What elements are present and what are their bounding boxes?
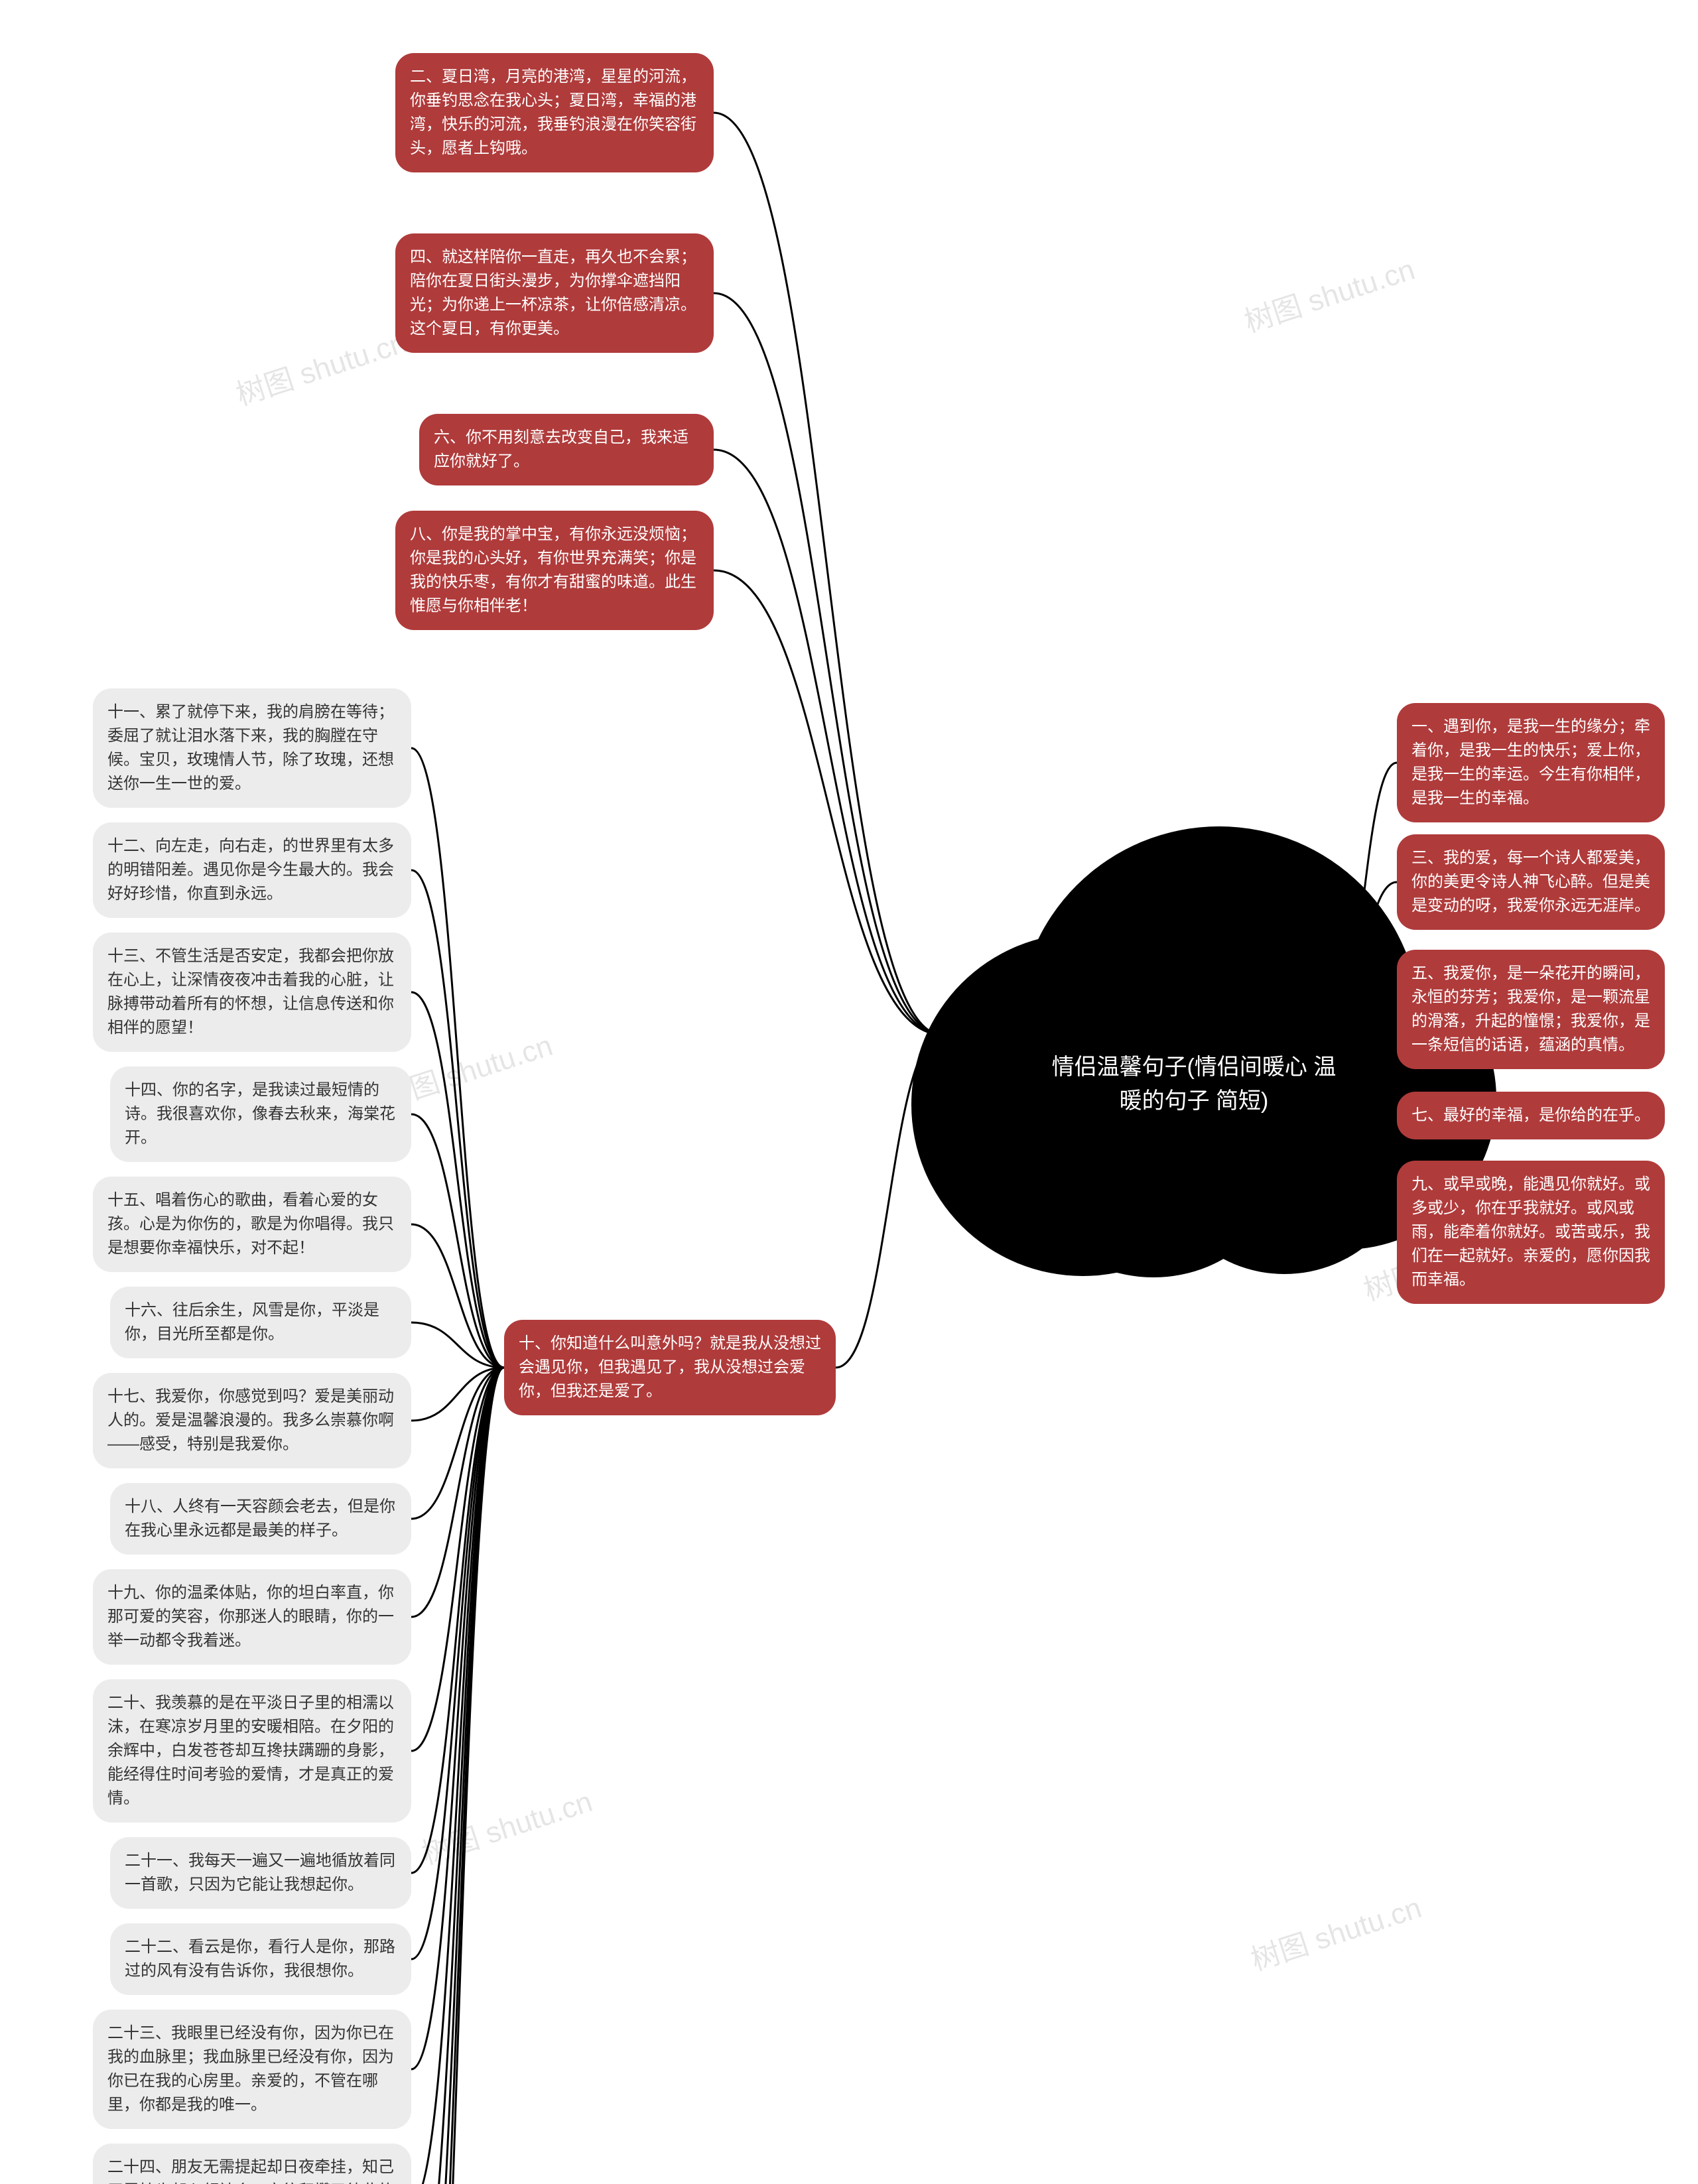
node-g13: 十三、不管生活是否安定，我都会把你放在心上，让深情夜夜冲击着我的心脏，让脉搏带动… xyxy=(93,932,411,1052)
node-n2: 二、夏日湾，月亮的港湾，星星的河流，你垂钓思念在我心头；夏日湾，幸福的港湾，快乐… xyxy=(395,53,714,172)
node-n4: 四、就这样陪你一直走，再久也不会累；陪你在夏日街头漫步，为你撑伞遮挡阳光；为你递… xyxy=(395,233,714,353)
node-r1: 一、遇到你，是我一生的缘分；牵着你，是我一生的快乐；爱上你，是我一生的幸运。今生… xyxy=(1397,703,1665,822)
node-r5: 五、我爱你，是一朵花开的瞬间，永恒的芬芳；我爱你，是一颗流星的滑落，升起的憧憬；… xyxy=(1397,950,1665,1069)
watermark: 树图 shutu.cn xyxy=(230,318,411,413)
watermark: 树图 shutu.cn xyxy=(1245,1884,1426,1978)
node-g16: 十六、往后余生，风雪是你，平淡是你，目光所至都是你。 xyxy=(110,1287,411,1358)
watermark: 树图 shutu.cn xyxy=(416,1777,597,1872)
node-n10: 十、你知道什么叫意外吗？就是我从没想过会遇见你，但我遇见了，我从没想过会爱你，但… xyxy=(504,1320,836,1415)
watermark: 树图 shutu.cn xyxy=(1238,245,1419,340)
node-g20: 二十、我羡慕的是在平淡日子里的相濡以沫，在寒凉岁月里的安暖相陪。在夕阳的余辉中，… xyxy=(93,1679,411,1823)
mindmap-stage: 情侣温馨句子(情侣间暖心 温暖的句子 简短) 树图 shutu.cn 树图 shu… xyxy=(0,0,1698,2184)
node-g18: 十八、人终有一天容颜会老去，但是你在我心里永远都是最美的样子。 xyxy=(110,1483,411,1555)
node-r9: 九、或早或晚，能遇见你就好。或多或少，你在乎我就好。或风或雨，能牵着你就好。或苦… xyxy=(1397,1161,1665,1304)
node-g24: 二十四、朋友无需提起却日夜牵挂，知己无需挂齿却心领神会，交往积攒了彼此的默契，时… xyxy=(93,2144,411,2184)
node-n8: 八、你是我的掌中宝，有你永远没烦恼；你是我的心头好，有你世界充满笑；你是我的快乐… xyxy=(395,511,714,630)
node-g23: 二十三、我眼里已经没有你，因为你已在我的血脉里；我血脉里已经没有你，因为你已在我… xyxy=(93,2010,411,2129)
node-g21: 二十一、我每天一遍又一遍地循放着同一首歌，只因为它能让我想起你。 xyxy=(110,1837,411,1909)
center-node: 情侣温馨句子(情侣间暖心 温暖的句子 简短) xyxy=(942,875,1446,1194)
node-g19: 十九、你的温柔体贴，你的坦白率直，你那可爱的笑容，你那迷人的眼睛，你的一举一动都… xyxy=(93,1569,411,1665)
node-g14: 十四、你的名字，是我读过最短情的诗。我很喜欢你，像春去秋来，海棠花开。 xyxy=(110,1066,411,1162)
node-g17: 十七、我爱你，你感觉到吗？爱是美丽动人的。爱是温馨浪漫的。我多么崇慕你啊——感受… xyxy=(93,1373,411,1468)
node-r3: 三、我的爱，每一个诗人都爱美，你的美更令诗人神飞心醉。但是美是变动的呀，我爱你永… xyxy=(1397,834,1665,930)
node-g11: 十一、累了就停下来，我的肩膀在等待；委屈了就让泪水落下来，我的胸膛在守候。宝贝，… xyxy=(93,688,411,808)
node-n6: 六、你不用刻意去改变自己，我来适应你就好了。 xyxy=(419,414,714,485)
node-r7: 七、最好的幸福，是你给的在乎。 xyxy=(1397,1092,1665,1139)
node-g22: 二十二、看云是你，看行人是你，那路过的风有没有告诉你，我很想你。 xyxy=(110,1923,411,1995)
node-g15: 十五、唱着伤心的歌曲，看着心爱的女孩。心是为你伤的，歌是为你唱得。我只是想要你幸… xyxy=(93,1177,411,1272)
center-title: 情侣温馨句子(情侣间暖心 温暖的句子 简短) xyxy=(1041,1051,1346,1118)
node-g12: 十二、向左走，向右走，的世界里有太多的明错阳差。遇见你是今生最大的。我会好好珍惜… xyxy=(93,822,411,918)
